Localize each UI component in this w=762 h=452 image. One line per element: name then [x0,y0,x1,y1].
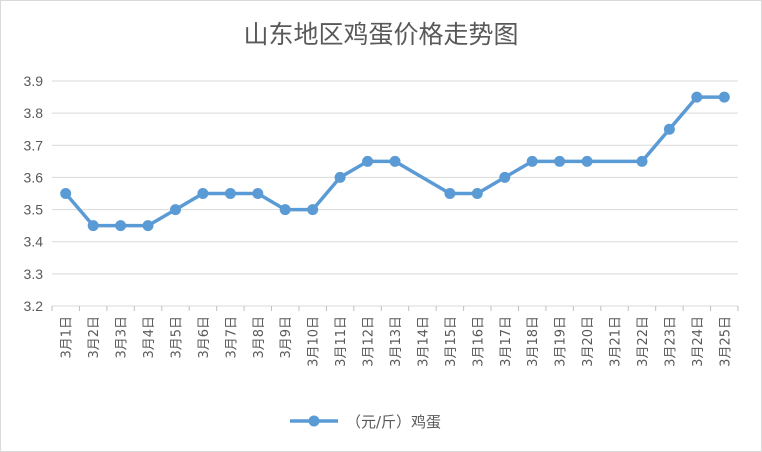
x-tick-label: 3月25日 [718,316,733,367]
x-tick-label: 3月1日 [60,316,75,359]
x-tick-label: 3月12日 [362,316,377,367]
x-axis: 3月1日 3月2日 3月3日 3月4日 3月5日 3月6日 3月7日 3月8日 3月9日 3月10… [51,306,739,367]
x-tick-label: 3月24日 [691,316,706,367]
data-point [499,171,511,183]
data-point [87,220,99,232]
data-point [279,204,291,216]
data-point [307,204,319,216]
x-tick-label: 3月6日 [197,316,212,359]
x-tick-label: 3月7日 [224,316,239,359]
y-tick-label: 3.2 [24,298,44,314]
data-point [663,123,675,135]
y-axis-ticks: 3.2 3.3 3.4 3.5 3.6 3.7 3.8 3.9 [24,73,44,314]
gridlines [52,80,738,307]
x-tick-label: 3月8日 [252,316,267,359]
x-tick-label: 3月23日 [663,316,678,367]
x-tick-label: 3月19日 [554,316,569,367]
data-point [526,155,538,167]
x-tick-label: 3月5日 [169,316,184,359]
y-tick-label: 3.8 [24,105,44,121]
data-point [252,188,264,199]
x-tick-label: 3月17日 [499,316,514,367]
x-tick-label: 3月21日 [609,316,624,367]
x-tick-label: 3月18日 [526,316,541,367]
x-tick-label: 3月4日 [142,316,157,359]
data-point [581,155,593,167]
series-group [60,91,730,232]
x-tick-label: 3月10日 [307,316,322,367]
x-tick-label: 3月2日 [87,316,102,359]
y-tick-label: 3.7 [24,137,44,153]
data-point [636,155,648,167]
data-point [471,188,483,199]
x-tick-label: 3月15日 [444,316,459,367]
x-tick-label: 3月3日 [115,316,130,359]
x-tick-label: 3月11日 [334,316,349,367]
legend-label: （元/斤）鸡蛋 [346,413,441,431]
data-point [691,91,703,103]
data-point [554,155,566,167]
y-tick-label: 3.9 [24,73,44,89]
data-point [389,155,401,167]
x-tick-label: 3月9日 [279,316,294,359]
y-tick-label: 3.5 [24,202,44,218]
x-tick-label: 3月16日 [471,316,486,367]
chart-title: 山东地区鸡蛋价格走势图 [243,20,518,49]
y-tick-label: 3.3 [24,266,44,282]
data-point [197,188,209,199]
x-tick-label: 3月20日 [581,316,596,367]
x-tick-label: 3月13日 [389,316,404,367]
y-tick-label: 3.4 [24,234,44,250]
data-point [224,188,236,199]
data-point [170,204,181,216]
data-point [115,220,127,232]
legend-marker-swatch [308,415,320,427]
data-point [718,91,730,103]
data-point [334,171,346,183]
x-tick-label: 3月14日 [416,316,431,367]
data-point [60,188,72,199]
data-point [444,188,456,199]
y-tick-label: 3.6 [24,169,44,185]
legend: （元/斤）鸡蛋 [290,413,441,431]
data-point [142,220,154,232]
data-point [362,155,374,167]
x-tick-label: 3月22日 [636,316,651,367]
